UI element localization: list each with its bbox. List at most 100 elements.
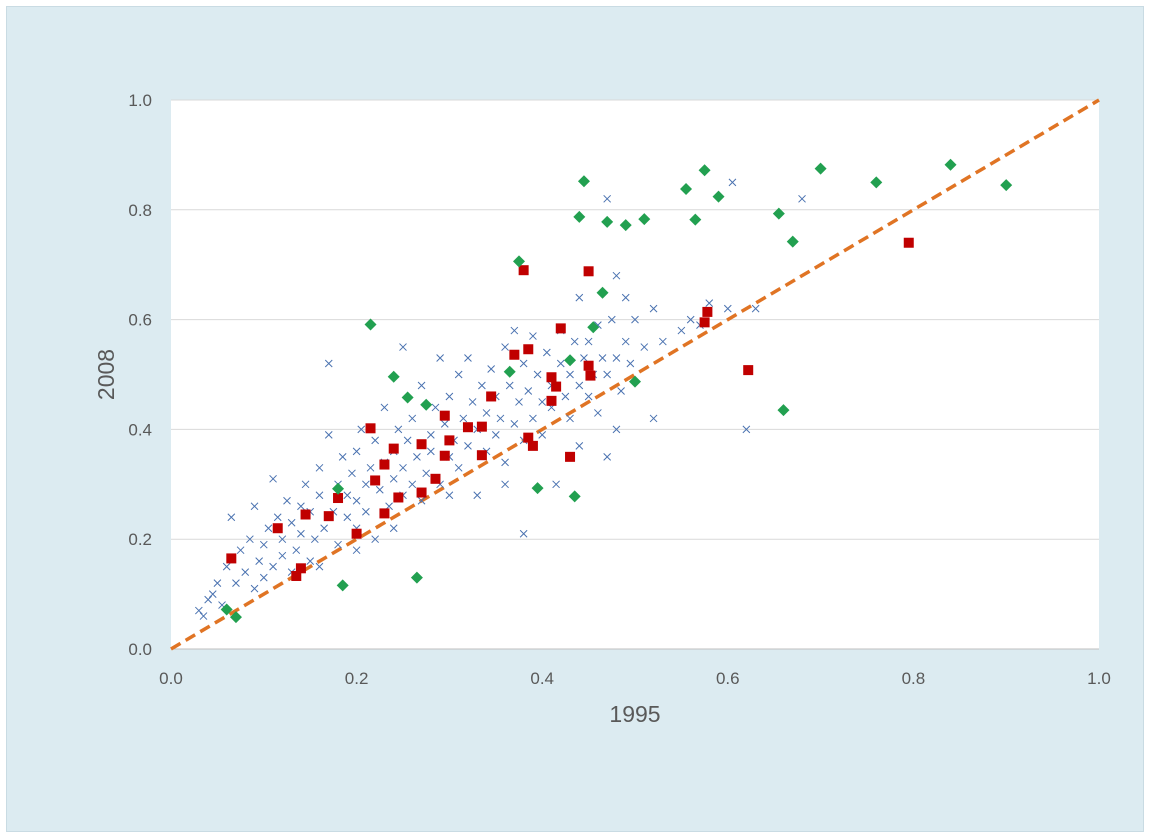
data-point-square [333, 493, 344, 504]
data-point-x [529, 414, 537, 423]
data-point-square [388, 443, 399, 454]
data-point-x [324, 431, 333, 439]
x-tick-label: 1.0 [1087, 669, 1111, 688]
y-tick-label: 0.4 [128, 420, 152, 439]
data-point-x [273, 513, 282, 522]
data-point-diamond [629, 375, 641, 388]
data-point-x [250, 502, 259, 511]
data-point-x [413, 452, 421, 461]
data-point-x [603, 452, 612, 461]
data-point-x [580, 354, 588, 362]
data-point-x [556, 359, 565, 368]
data-point-x [640, 343, 649, 351]
data-point-square [430, 473, 441, 484]
data-point-x [445, 392, 454, 401]
data-point-x [570, 337, 579, 346]
data-point-x [728, 178, 737, 187]
x-tick-label: 0.4 [530, 669, 554, 688]
data-point-diamond [364, 318, 377, 331]
data-point-x [524, 387, 533, 395]
data-point-diamond [814, 162, 827, 175]
data-point-x [751, 304, 760, 313]
data-point-x [371, 535, 380, 544]
data-point-x [603, 194, 612, 203]
data-point-x [575, 442, 584, 450]
data-point-x [459, 414, 468, 423]
data-point-square [226, 553, 237, 564]
data-point-x [408, 480, 417, 489]
data-point-square [743, 365, 754, 376]
data-point-square [903, 237, 914, 248]
data-point-x [440, 420, 449, 428]
data-point-square [291, 570, 302, 581]
data-point-x [199, 612, 208, 620]
data-point-x [301, 480, 310, 489]
data-point-x [584, 392, 593, 401]
data-point-square [323, 511, 334, 522]
data-point-x [222, 562, 231, 571]
data-point-x [454, 463, 463, 472]
data-point-x [482, 409, 491, 417]
data-point-diamond [587, 321, 600, 334]
x-tick-label: 0.2 [345, 669, 369, 688]
data-point-x [204, 595, 212, 604]
data-point-x [236, 546, 245, 555]
data-point-square [300, 509, 311, 520]
data-point-x [464, 442, 472, 450]
data-point-diamond [513, 255, 525, 268]
data-point-x [194, 606, 203, 615]
data-point-diamond [786, 235, 799, 248]
y-axis-title: 2008 [93, 349, 119, 400]
data-point-x [566, 414, 574, 423]
data-point-square [546, 395, 557, 406]
y-tick-label: 1.0 [128, 91, 152, 110]
data-point-square [583, 360, 594, 371]
data-point-x [621, 337, 630, 346]
data-point-x [612, 271, 621, 280]
data-point-x [399, 463, 407, 472]
data-point-x [366, 463, 375, 472]
data-point-diamond [573, 210, 586, 223]
data-point-x [473, 491, 482, 500]
data-point-x [584, 337, 593, 346]
data-point-x [278, 551, 287, 560]
data-point-square [365, 423, 376, 434]
data-point-diamond [689, 213, 702, 226]
data-point-diamond [596, 286, 609, 299]
data-point-x [594, 409, 602, 417]
data-point-diamond [387, 370, 400, 383]
data-point-x [255, 557, 264, 566]
data-point-x [538, 398, 547, 406]
data-point-x [496, 414, 505, 423]
data-point-x [575, 381, 584, 390]
data-point-x [422, 469, 431, 478]
data-point-x [491, 431, 500, 439]
data-point-x [278, 535, 287, 544]
data-point-diamond [531, 482, 544, 495]
reference-line-layer [170, 98, 1100, 651]
data-point-x [519, 529, 528, 538]
data-point-x [352, 496, 361, 505]
data-point-square [509, 349, 520, 360]
data-point-x [626, 359, 635, 368]
data-point-x [798, 194, 806, 203]
data-point-square [546, 372, 557, 383]
data-point-diamond [332, 482, 345, 495]
data-point-x [324, 359, 333, 368]
data-point-diamond [601, 215, 614, 228]
data-point-x [417, 381, 426, 390]
data-point-square [439, 410, 450, 421]
data-point-x [519, 359, 528, 368]
data-point-x [552, 480, 560, 489]
data-point-diamond [229, 611, 242, 624]
data-point-diamond [420, 398, 433, 411]
data-point-x [705, 299, 714, 307]
data-point-square [523, 432, 534, 443]
data-point-x [621, 293, 630, 302]
data-point-x [259, 573, 268, 582]
data-point-square [702, 306, 713, 317]
data-point-x [208, 590, 217, 598]
data-point-x [649, 304, 658, 313]
data-point-x [686, 315, 695, 324]
